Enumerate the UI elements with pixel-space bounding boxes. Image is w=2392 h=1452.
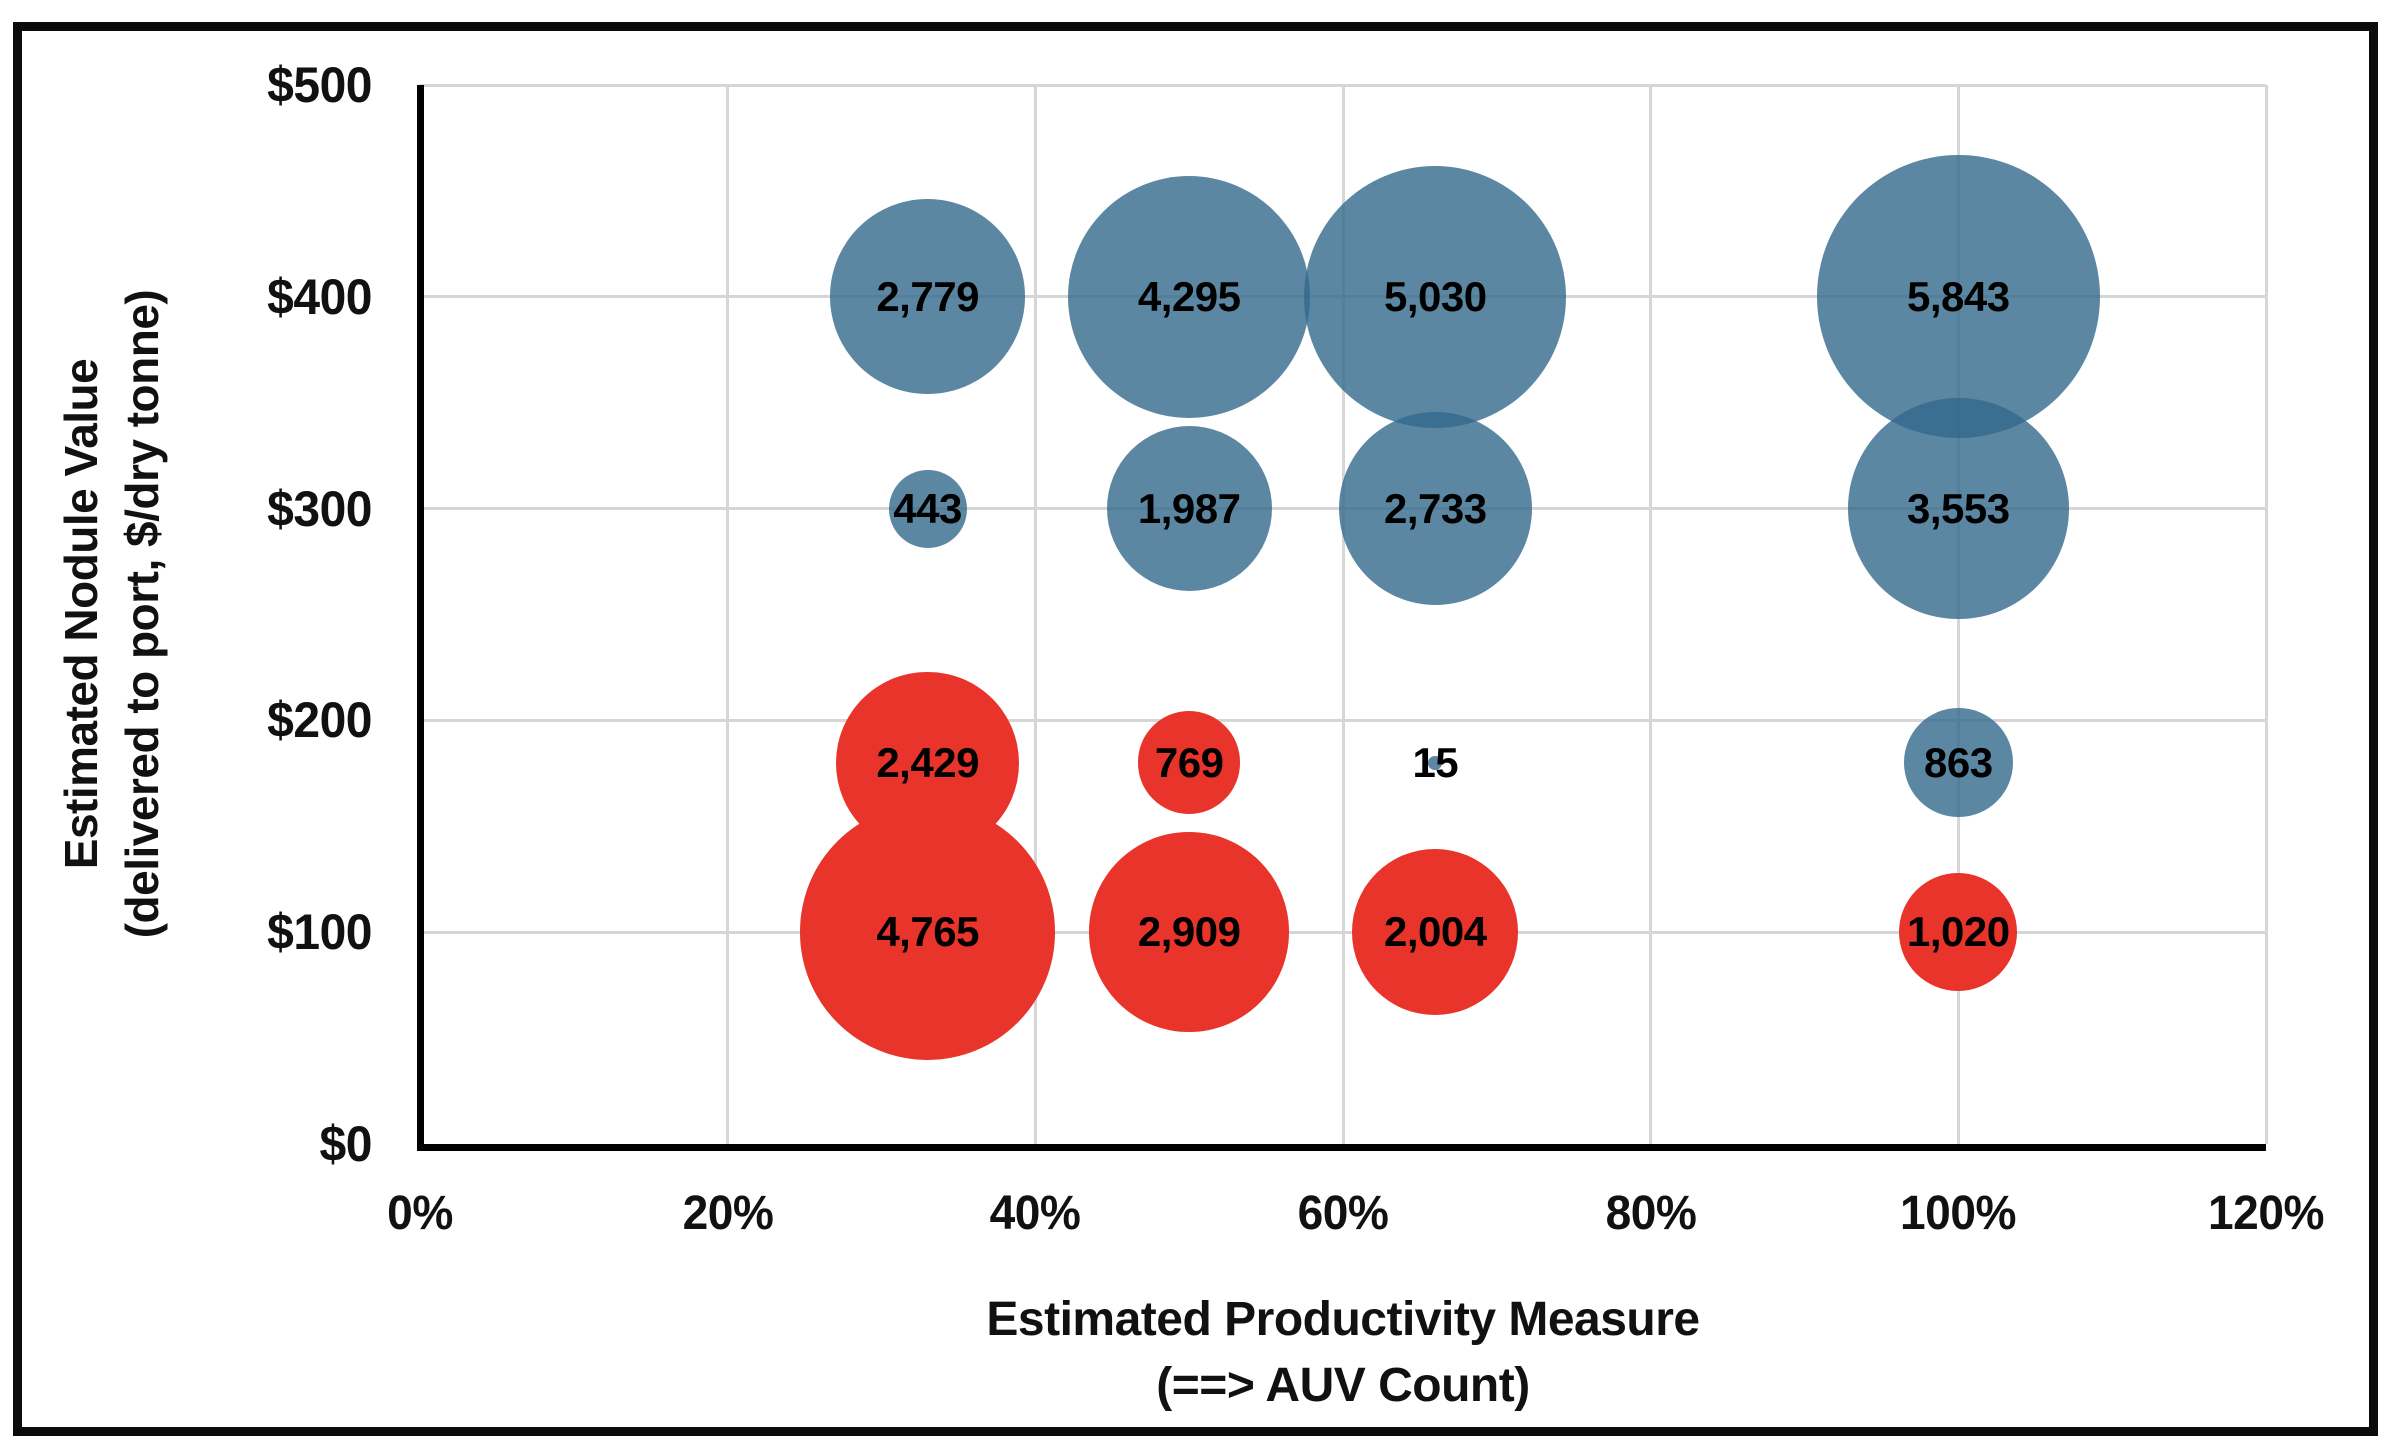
y-axis-title-line2: (delivered to port, $/dry tonne) — [116, 289, 168, 939]
bubble-label: 863 — [1924, 738, 1993, 786]
x-tick-label: 20% — [682, 1187, 774, 1240]
bubble-blue-scenarios-15 — [1428, 755, 1443, 770]
bubble-blue-scenarios-4295 — [1067, 175, 1311, 419]
bubble-label: 5,843 — [1907, 272, 2010, 320]
bubble-label: 15 — [1412, 738, 1459, 786]
x-axis-line — [417, 1144, 2266, 1151]
x-axis-title: Estimated Productivity Measure (==> AUV … — [986, 1287, 1700, 1419]
bubble-label: 2,429 — [876, 738, 979, 786]
x-tick-label: 60% — [1297, 1187, 1389, 1240]
y-tick-label: $500 — [267, 57, 372, 113]
x-axis-title-line1: Estimated Productivity Measure — [986, 1293, 1700, 1346]
x-axis-title-line2: (==> AUV Count) — [1156, 1359, 1530, 1412]
bubble-blue-scenarios-443 — [888, 469, 967, 548]
y-tick-label: $400 — [267, 268, 372, 325]
gridline-x-120 — [2264, 85, 2268, 1144]
bubble-label: 5,030 — [1383, 272, 1487, 320]
bubble-label: 2,004 — [1383, 908, 1487, 956]
bubble-label: 4,765 — [876, 908, 979, 956]
x-tick-label: 40% — [989, 1187, 1081, 1240]
bubble-label: 2,733 — [1383, 484, 1487, 532]
bubble-red-scenarios-2004 — [1352, 849, 1519, 1015]
bubble-label: 1,987 — [1137, 484, 1241, 532]
bubble-blue-scenarios-2779 — [830, 199, 1026, 395]
y-axis-line — [417, 85, 424, 1151]
bubble-label: 2,909 — [1137, 908, 1241, 956]
bubble-blue-scenarios-3553 — [1848, 398, 2069, 619]
gridline-x-60 — [1341, 85, 1345, 1144]
bubble-label: 4,295 — [1137, 272, 1241, 320]
bubble-blue-scenarios-5030 — [1304, 165, 1567, 428]
gridline-x-40 — [1033, 85, 1037, 1144]
x-tick-label: 0% — [387, 1187, 453, 1240]
y-axis-title-line1: Estimated Nodule Value — [55, 358, 107, 870]
bubble-blue-scenarios-5843 — [1816, 155, 2100, 439]
bubble-red-scenarios-1020 — [1899, 873, 2018, 992]
x-tick-label: 100% — [1900, 1187, 2017, 1240]
bubble-red-scenarios-2909 — [1089, 832, 1289, 1032]
bubble-label: 443 — [893, 484, 962, 532]
bubble-blue-scenarios-2733 — [1338, 411, 1532, 606]
bubble-label: 1,020 — [1907, 908, 2010, 956]
x-tick-label: 80% — [1605, 1187, 1697, 1240]
bubble-blue-scenarios-863 — [1903, 708, 2013, 818]
gridline-x-80 — [1649, 85, 1653, 1144]
bubble-blue-scenarios-1987 — [1106, 426, 1272, 592]
y-tick-label: $200 — [267, 692, 372, 749]
bubble-red-scenarios-769 — [1137, 711, 1241, 815]
bubble-red-scenarios-4765 — [799, 804, 1056, 1060]
gridline-x-20 — [726, 85, 730, 1144]
y-tick-label: $0 — [319, 1116, 373, 1172]
x-tick-label: 120% — [2208, 1187, 2324, 1240]
bubble-label: 3,553 — [1907, 484, 2010, 532]
bubble-label: 769 — [1154, 738, 1224, 786]
bubble-label: 2,779 — [876, 272, 979, 320]
y-tick-label: $100 — [267, 904, 372, 961]
y-tick-label: $300 — [267, 480, 372, 537]
y-axis-title: Estimated Nodule Value (delivered to por… — [51, 290, 173, 939]
